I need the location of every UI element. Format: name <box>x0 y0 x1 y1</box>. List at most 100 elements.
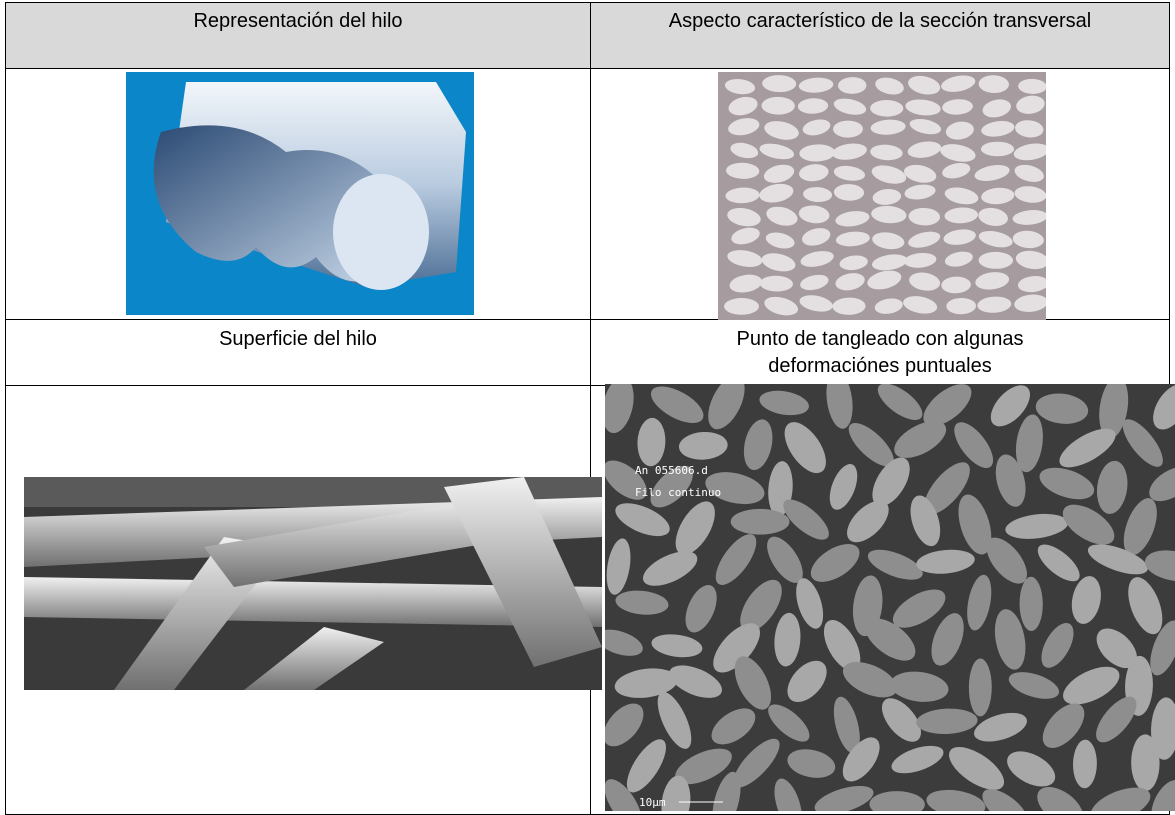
texture <box>871 165 907 184</box>
texture <box>923 384 972 427</box>
texture <box>832 143 867 160</box>
texture <box>842 737 880 782</box>
texture <box>974 165 1010 182</box>
texture <box>940 144 976 162</box>
texture <box>1128 577 1163 635</box>
texture <box>892 589 946 628</box>
texture <box>847 500 889 543</box>
texture <box>1008 672 1060 699</box>
texture <box>994 609 1026 670</box>
texture <box>1149 466 1175 502</box>
texture <box>867 549 923 580</box>
texture <box>675 748 732 785</box>
texture <box>1096 460 1128 514</box>
texture <box>839 255 868 271</box>
texture <box>909 272 941 291</box>
texture <box>657 691 692 749</box>
texture <box>903 252 937 268</box>
texture <box>766 206 798 226</box>
texture <box>1019 576 1043 632</box>
texture <box>890 671 949 702</box>
texture <box>1071 576 1101 624</box>
texture <box>931 613 964 666</box>
texture <box>1015 414 1043 473</box>
texture <box>872 457 910 507</box>
texture <box>764 121 799 140</box>
texture <box>1131 734 1160 792</box>
texture <box>981 120 1015 137</box>
texture <box>615 590 669 615</box>
texture <box>833 184 865 201</box>
texture <box>727 208 761 227</box>
texture <box>708 384 745 430</box>
texture <box>995 454 1026 507</box>
texture <box>796 578 824 629</box>
texture <box>1099 384 1129 439</box>
texture <box>799 295 833 312</box>
texture <box>980 141 1015 157</box>
texture <box>978 75 1009 94</box>
texture <box>1012 210 1046 225</box>
texture <box>1122 419 1163 467</box>
texture <box>774 778 802 811</box>
texture <box>712 771 741 811</box>
texture <box>877 384 923 420</box>
texture <box>872 254 908 271</box>
texture <box>945 121 974 140</box>
texture <box>731 227 760 245</box>
texture <box>978 251 1014 269</box>
texture <box>881 698 921 742</box>
texture <box>605 384 634 434</box>
texture <box>946 297 977 315</box>
texture <box>942 162 971 179</box>
texture <box>800 251 834 267</box>
texture <box>727 250 763 267</box>
yarn-surface-photo <box>24 477 602 690</box>
texture <box>842 662 898 698</box>
texture <box>759 143 795 160</box>
texture <box>783 499 829 540</box>
texture <box>1150 620 1175 676</box>
texture <box>1090 787 1151 811</box>
texture <box>870 119 906 135</box>
texture <box>923 462 970 515</box>
texture <box>1087 544 1148 575</box>
texture <box>838 77 867 94</box>
texture <box>1015 250 1046 270</box>
texture <box>650 465 693 508</box>
texture <box>982 99 1011 118</box>
texture <box>948 746 1005 790</box>
texture <box>606 538 631 595</box>
texture <box>1014 186 1046 203</box>
texture <box>799 164 829 182</box>
texture <box>870 144 903 161</box>
texture <box>1151 697 1175 760</box>
texture <box>730 142 759 159</box>
cross-section-photo <box>718 72 1046 320</box>
texture <box>975 272 1010 290</box>
texture <box>615 503 670 537</box>
texture <box>802 228 831 246</box>
texture <box>944 251 973 267</box>
texture <box>605 703 644 747</box>
texture <box>759 183 794 203</box>
texture <box>711 708 756 745</box>
texture <box>833 120 863 138</box>
texture <box>799 144 835 162</box>
texture <box>798 205 830 224</box>
texture <box>941 276 971 294</box>
texture <box>910 495 941 547</box>
texture <box>678 431 728 460</box>
texture <box>848 422 894 467</box>
texture <box>759 275 793 292</box>
header-cell <box>5 2 591 69</box>
texture <box>1073 739 1097 789</box>
texture <box>724 79 756 95</box>
texture <box>904 164 937 183</box>
texture <box>661 775 691 811</box>
texture <box>941 75 976 92</box>
texture <box>1007 751 1056 787</box>
texture <box>944 187 979 205</box>
texture <box>894 420 947 458</box>
texture <box>967 574 992 631</box>
